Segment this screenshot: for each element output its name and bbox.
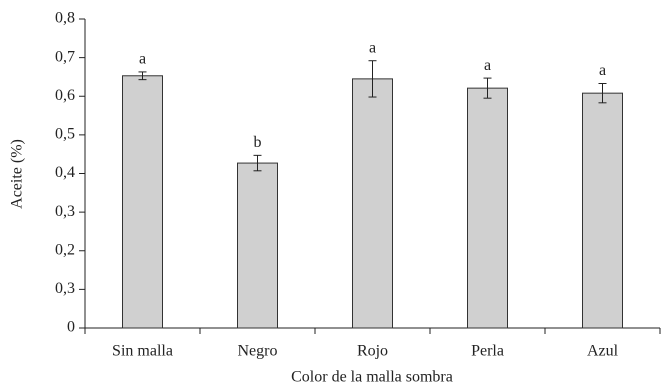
significance-letter: a (139, 51, 146, 68)
bar (352, 78, 393, 329)
significance-letter: a (369, 39, 376, 56)
x-tick-label: Negro (238, 343, 278, 360)
y-tick-label: 0,6 (55, 87, 75, 104)
bar (122, 75, 163, 329)
y-tick-label: 0,2 (55, 241, 75, 258)
significance-letter: b (254, 134, 262, 151)
y-tick-label: 0,8 (55, 10, 75, 27)
y-axis-label: Aceite (%) (9, 139, 26, 209)
significance-letter: a (599, 62, 606, 79)
x-tick-label: Sin malla (112, 343, 173, 360)
y-tick-label: 0,5 (55, 126, 75, 143)
y-tick-label: 0,3 (55, 280, 75, 297)
bar (237, 162, 278, 329)
x-tick-label: Perla (471, 343, 504, 360)
x-tick-label: Azul (587, 343, 619, 360)
x-axis-label: Color de la malla sombra (291, 369, 453, 386)
y-tick-label: 0,3 (55, 203, 75, 220)
x-tick-label: Rojo (357, 343, 388, 360)
bar (582, 92, 623, 329)
y-tick-label: 0,4 (55, 164, 75, 181)
significance-letter: a (484, 57, 491, 74)
y-tick-label: 0,7 (55, 48, 75, 65)
y-tick-label: 0 (67, 319, 75, 336)
bar (467, 87, 508, 329)
